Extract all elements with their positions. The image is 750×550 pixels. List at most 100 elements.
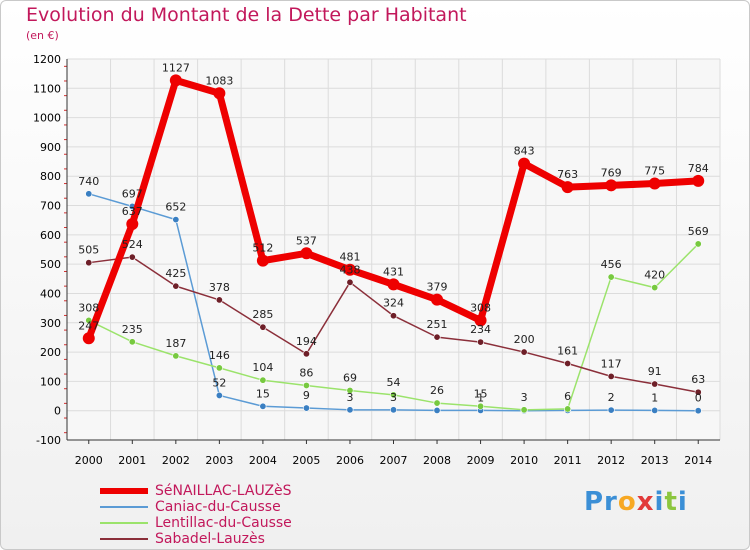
data-point — [607, 406, 615, 414]
data-label: 26 — [430, 384, 444, 397]
chart-subtitle: (en €) — [26, 29, 59, 42]
data-label: 2 — [608, 391, 615, 404]
x-tick-label: 2005 — [292, 454, 320, 467]
data-label: 234 — [470, 323, 491, 336]
y-tick-label: 700 — [40, 200, 61, 213]
data-point — [172, 282, 180, 290]
data-label: 512 — [252, 242, 273, 255]
data-label: 235 — [122, 323, 143, 336]
data-point — [433, 399, 441, 407]
legend-item-caniac: Caniac-du-Causse — [100, 499, 360, 516]
y-tick-label: 300 — [40, 317, 61, 330]
legend-item-senaillac: SéNAILLAC-LAUZèS — [100, 483, 360, 500]
x-tick-label: 2007 — [380, 454, 408, 467]
data-label: 456 — [601, 258, 622, 271]
data-point — [520, 406, 528, 414]
data-point — [474, 314, 487, 327]
data-label: 769 — [601, 166, 622, 179]
data-label: 379 — [427, 281, 448, 294]
data-point — [259, 402, 267, 410]
data-point — [256, 254, 269, 267]
data-label: 1127 — [162, 61, 190, 74]
legend-swatch — [100, 522, 148, 524]
data-point — [215, 296, 223, 304]
data-point — [300, 247, 313, 260]
data-point — [126, 218, 139, 231]
y-tick-label: 600 — [40, 229, 61, 242]
legend-swatch — [100, 538, 148, 540]
data-label: 161 — [557, 345, 578, 358]
data-label: 524 — [122, 238, 143, 251]
data-label: 0 — [695, 392, 702, 405]
data-label: 247 — [78, 319, 99, 332]
data-label: 784 — [688, 162, 709, 175]
data-label: 438 — [339, 263, 360, 276]
data-point — [694, 407, 702, 415]
y-tick-label: 0 — [54, 405, 61, 418]
legend-label: SéNAILLAC-LAUZèS — [155, 483, 292, 499]
data-label: 697 — [122, 187, 143, 200]
data-point — [387, 278, 400, 291]
legend-item-lentillac: Lentillac-du-Causse — [100, 515, 360, 532]
data-label: 537 — [296, 234, 317, 247]
data-label: 9 — [303, 389, 310, 402]
data-label: 104 — [252, 361, 273, 374]
y-tick-label: 500 — [40, 258, 61, 271]
data-label: 1 — [477, 391, 484, 404]
data-point — [259, 376, 267, 384]
data-point — [389, 391, 397, 399]
data-point — [302, 350, 310, 358]
x-tick-label: 2009 — [467, 454, 495, 467]
data-label: 6 — [564, 390, 571, 403]
data-label: 1083 — [205, 74, 233, 87]
data-label: 15 — [474, 387, 488, 400]
legend-label: Lentillac-du-Causse — [155, 515, 292, 531]
data-label: 425 — [165, 267, 186, 280]
x-tick-label: 2014 — [684, 454, 712, 467]
data-label: 378 — [209, 281, 230, 294]
x-tick-label: 2011 — [554, 454, 582, 467]
data-label: 481 — [339, 251, 360, 264]
data-point — [169, 74, 182, 87]
data-label: 420 — [644, 269, 665, 282]
data-label: 431 — [383, 265, 404, 278]
data-point — [213, 87, 226, 100]
data-point — [477, 338, 485, 346]
data-point — [215, 364, 223, 372]
data-point — [605, 179, 618, 192]
data-label: 763 — [557, 168, 578, 181]
data-point — [259, 323, 267, 331]
data-point — [607, 372, 615, 380]
y-tick-label: 1000 — [33, 112, 61, 125]
data-point — [433, 333, 441, 341]
x-tick-label: 2008 — [423, 454, 451, 467]
x-tick-label: 2000 — [75, 454, 103, 467]
data-label: 15 — [256, 387, 270, 400]
legend-label: Caniac-du-Causse — [155, 499, 281, 515]
data-point — [302, 381, 310, 389]
data-label: 569 — [688, 225, 709, 238]
data-label: 3 — [346, 391, 353, 404]
data-point — [302, 404, 310, 412]
data-point — [694, 240, 702, 248]
data-point — [564, 405, 572, 413]
data-label: 652 — [165, 201, 186, 214]
data-point — [648, 177, 661, 190]
data-point — [692, 174, 705, 187]
data-point — [85, 259, 93, 267]
x-tick-label: 2010 — [510, 454, 538, 467]
data-point — [215, 391, 223, 399]
x-tick-label: 2001 — [118, 454, 146, 467]
y-tick-label: 1200 — [33, 53, 61, 66]
data-point — [651, 380, 659, 388]
y-tick-label: 800 — [40, 170, 61, 183]
data-point — [346, 406, 354, 414]
data-label: 308 — [470, 301, 491, 314]
data-label: 86 — [299, 366, 313, 379]
data-point — [651, 284, 659, 292]
data-point — [128, 253, 136, 261]
data-label: 285 — [252, 308, 273, 321]
legend-swatch — [100, 488, 148, 494]
y-tick-label: 400 — [40, 287, 61, 300]
